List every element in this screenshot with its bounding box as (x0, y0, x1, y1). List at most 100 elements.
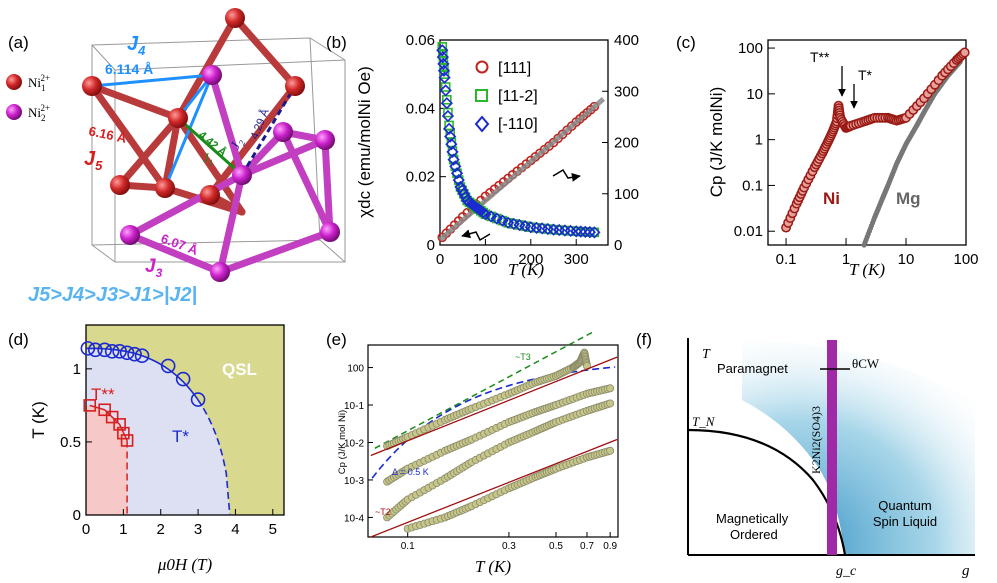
b-110-point (570, 225, 583, 238)
panel-b-ylabel: χdc (emu/molNi Oe) (355, 66, 374, 218)
b-x-tick-label: 100 (473, 251, 498, 268)
t-double-star-label: T** (810, 49, 830, 65)
panel-d-regions (86, 325, 284, 515)
b-110-point (447, 153, 460, 166)
d-x-tick-label: 0 (82, 521, 90, 538)
b-y2-tick-label: 0 (614, 237, 622, 254)
b-110-point (583, 225, 596, 239)
c-x-tick-label: 100 (953, 251, 978, 268)
b-110-point (439, 84, 452, 97)
panel-c-label: (c) (676, 33, 696, 52)
b-112-point (438, 55, 449, 66)
legend-ni1-dot (6, 74, 22, 90)
e-y-tick-label: 10-2 (344, 438, 364, 449)
e-x-tick-label: 0.9 (603, 541, 617, 552)
d-tstar-point (104, 344, 120, 359)
ordering-boundary (687, 428, 847, 556)
b-curie-weiss-fit (438, 97, 606, 242)
d-y-tick-label: 0 (73, 507, 81, 524)
e-y-tick-label: 100 (347, 364, 364, 375)
legend-112-marker (475, 89, 488, 102)
c-y-tick-label: 0.01 (734, 223, 763, 240)
b-x-tick-label: 0 (436, 251, 444, 268)
b-110-point (438, 71, 451, 84)
j1-label: J1 (203, 150, 213, 168)
ni2-atoms (120, 65, 340, 282)
b-110-point (579, 225, 592, 238)
c-x-tick-label: 1 (842, 251, 850, 268)
qsl-region (742, 340, 975, 555)
d-tdouble-point (98, 403, 111, 417)
gc-label: g_c (836, 564, 857, 579)
d-tstar-point (119, 345, 135, 361)
d-x-tick-label: 1 (119, 521, 127, 538)
tn-label: T_N (692, 414, 716, 429)
b-112-point (440, 82, 451, 92)
legend-110-marker (474, 115, 490, 133)
b-110-point (445, 138, 458, 151)
b-110-point (588, 226, 601, 239)
panel-a-label: (a) (8, 33, 29, 52)
e-y-tick-label: 10-1 (344, 401, 364, 412)
j4-path (91, 73, 213, 88)
panel-c-xlabel: T (K) (849, 260, 885, 279)
series-ni-label: Ni (823, 189, 840, 208)
b-y2-tick-label: 300 (614, 83, 639, 100)
b-112-point (437, 42, 448, 52)
d-x-tick-label: 2 (157, 521, 165, 538)
panel-d-ylabel: T (K) (29, 401, 48, 438)
b-110-point (436, 50, 449, 64)
b-112-point (444, 120, 454, 131)
d-tdouble-point (117, 426, 130, 440)
panel-d-data (80, 341, 231, 516)
b-110-point (496, 214, 509, 227)
b-110-point (444, 130, 457, 143)
b-y2-tick-label: 400 (614, 32, 639, 49)
panel-d-label: (d) (8, 330, 29, 349)
b-110-point (449, 160, 462, 173)
d-tdouble-point (105, 410, 119, 424)
panel-b-axes: 0 100 200 300 0 0.02 0.04 0.06 0 100 200 300 400 (406, 32, 639, 268)
panel-c-axes: 0.1 1 10 100 0.01 0.1 1 10 100 (734, 40, 979, 268)
b-y-tick-label: 0.02 (406, 169, 435, 186)
b-y2-tick-label: 200 (614, 135, 639, 152)
d-x-tick-label: 3 (194, 521, 202, 538)
b-112-point (443, 107, 453, 118)
qsl-label-line1: Quantum (878, 498, 931, 513)
ni2-bonds (126, 71, 334, 276)
panel-d: (d) 0 1 2 3 4 5 0 0.5 1 QSL T** T* T (K) μ0H (T) (8, 324, 285, 574)
e-y-tick-label: 10-3 (344, 476, 364, 487)
panel-e: (e) 0.1 0.3 0.5 0.7 0.9 10-4 10-3 10-2 10-1 100 C… (326, 330, 619, 576)
panel-d-axes: 0 1 2 3 4 5 0 0.5 1 (60, 361, 277, 538)
panel-f-x-label: g (962, 563, 970, 579)
e-x-tick-label: 0.5 (549, 541, 563, 552)
j4-label: J4 (127, 33, 146, 58)
b-110-point (490, 212, 503, 225)
e-y-tick-label: 10-4 (344, 513, 364, 524)
legend-ni2-dot (6, 104, 22, 120)
d-tdouble-point (83, 399, 97, 412)
d-tdouble-point (120, 434, 134, 447)
b-112-point (442, 94, 452, 105)
b-110-point (484, 210, 498, 223)
d-tstar-point (88, 342, 103, 358)
e-t3-guide (374, 331, 594, 449)
ni1-atoms (82, 8, 305, 205)
j3-label: J3 (145, 256, 163, 280)
d-tdouble-region (86, 405, 128, 515)
panel-e-frame (367, 344, 619, 538)
b-x-tick-label: 300 (564, 251, 589, 268)
b-110-point (436, 44, 449, 57)
panel-b-xlabel: T (K) (508, 260, 544, 279)
e-point (606, 399, 615, 408)
e-point (606, 446, 615, 455)
paramagnet-label: Paramagnet (717, 361, 788, 376)
c-y-tick-label: 1 (755, 132, 763, 149)
panel-c: (c) 0.1 1 10 100 0.01 0.1 1 10 100 Cp (J/K molNi… (676, 33, 979, 279)
compound-marker (827, 340, 837, 555)
j4-path-b (163, 74, 214, 189)
legend-ni1: Ni12+ (28, 73, 50, 93)
compound-label: K2Ni2(SO4)3 (809, 406, 823, 474)
legend-111-marker (475, 60, 489, 74)
